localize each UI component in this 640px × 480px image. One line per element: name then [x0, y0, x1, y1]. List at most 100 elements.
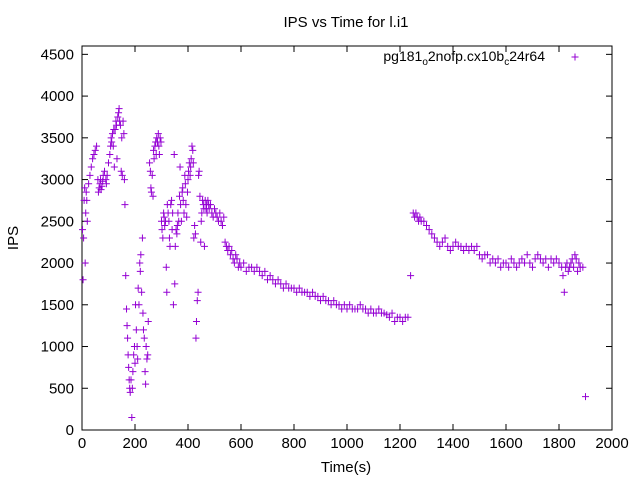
- data-point: [183, 188, 191, 196]
- data-point: [180, 209, 188, 217]
- data-point: [160, 213, 168, 221]
- data-point: [155, 142, 163, 150]
- data-point: [142, 380, 150, 388]
- data-point: [412, 209, 420, 217]
- data-point: [90, 151, 98, 159]
- data-point: [91, 146, 99, 154]
- data-point: [138, 288, 146, 296]
- data-point: [158, 226, 166, 234]
- data-point: [81, 259, 89, 267]
- data-point: [79, 276, 87, 284]
- y-tick-label: 1000: [41, 339, 74, 356]
- data-point: [225, 242, 233, 250]
- data-point: [574, 267, 582, 275]
- data-point: [81, 184, 89, 192]
- data-point: [186, 171, 194, 179]
- data-point: [99, 177, 107, 185]
- data-point: [116, 121, 124, 129]
- y-tick-label: 500: [49, 380, 74, 397]
- data-point: [266, 272, 274, 280]
- data-point: [237, 263, 245, 271]
- y-tick-label: 0: [66, 422, 74, 439]
- data-point: [564, 267, 572, 275]
- data-point: [330, 297, 338, 305]
- data-point: [502, 259, 510, 267]
- data-point: [173, 221, 181, 229]
- data-point: [575, 259, 583, 267]
- data-point: [192, 334, 200, 342]
- data-point: [132, 326, 140, 334]
- data-point: [124, 334, 132, 342]
- data-point: [213, 213, 221, 221]
- data-point: [128, 384, 136, 392]
- data-point: [155, 151, 163, 159]
- data-point: [494, 255, 502, 263]
- data-point: [423, 221, 430, 229]
- x-tick-label: 200: [122, 435, 147, 452]
- data-point: [120, 130, 128, 138]
- y-tick-label: 2500: [41, 213, 74, 230]
- data-point: [169, 301, 177, 309]
- y-axis-title: IPS: [5, 226, 22, 250]
- data-point: [428, 230, 436, 238]
- data-point: [207, 201, 215, 209]
- data-point: [513, 263, 521, 271]
- data-point: [195, 171, 203, 179]
- data-point: [187, 163, 195, 171]
- data-point: [552, 255, 560, 263]
- data-point: [108, 138, 116, 146]
- data-point: [141, 368, 149, 376]
- data-point: [127, 376, 135, 384]
- data-point: [167, 201, 175, 209]
- data-point: [128, 413, 136, 421]
- data-point: [497, 263, 505, 271]
- data-point: [346, 301, 354, 309]
- data-point: [121, 201, 129, 209]
- data-point: [190, 234, 198, 242]
- data-point: [154, 130, 162, 138]
- y-tick-label: 4500: [41, 46, 74, 63]
- x-axis-title: Time(s): [321, 459, 371, 476]
- data-point: [85, 180, 93, 188]
- data-point: [242, 267, 250, 275]
- data-point: [130, 351, 138, 359]
- data-point: [136, 259, 144, 267]
- data-point: [147, 188, 155, 196]
- data-point: [436, 242, 444, 250]
- data-point: [189, 146, 197, 154]
- data-point: [144, 317, 152, 325]
- data-point: [197, 217, 205, 225]
- data-point: [114, 113, 122, 121]
- data-point: [430, 234, 438, 242]
- data-point: [103, 171, 111, 179]
- data-point: [438, 238, 446, 246]
- data-point: [157, 138, 165, 146]
- data-point: [187, 155, 195, 163]
- data-point: [170, 151, 178, 159]
- data-point: [136, 267, 144, 275]
- data-point: [176, 163, 184, 171]
- data-point: [163, 288, 171, 296]
- data-point: [228, 247, 236, 255]
- data-point: [173, 230, 181, 238]
- data-point: [135, 301, 143, 309]
- x-tick-label: 0: [78, 435, 86, 452]
- data-point: [156, 134, 164, 142]
- data-point: [452, 238, 460, 246]
- data-point: [559, 272, 567, 280]
- data-point: [125, 363, 133, 371]
- data-point: [582, 393, 589, 401]
- x-tick-label: 2000: [595, 435, 628, 452]
- legend-marker: [571, 53, 579, 61]
- data-point: [507, 255, 515, 263]
- data-point: [534, 251, 542, 259]
- data-point: [523, 251, 531, 259]
- data-point: [101, 167, 109, 175]
- data-point: [407, 272, 415, 280]
- data-point: [126, 388, 134, 396]
- x-tick-label: 600: [228, 435, 253, 452]
- data-point: [261, 267, 269, 275]
- data-point: [123, 305, 131, 313]
- data-point: [139, 326, 147, 334]
- data-point: [98, 182, 106, 190]
